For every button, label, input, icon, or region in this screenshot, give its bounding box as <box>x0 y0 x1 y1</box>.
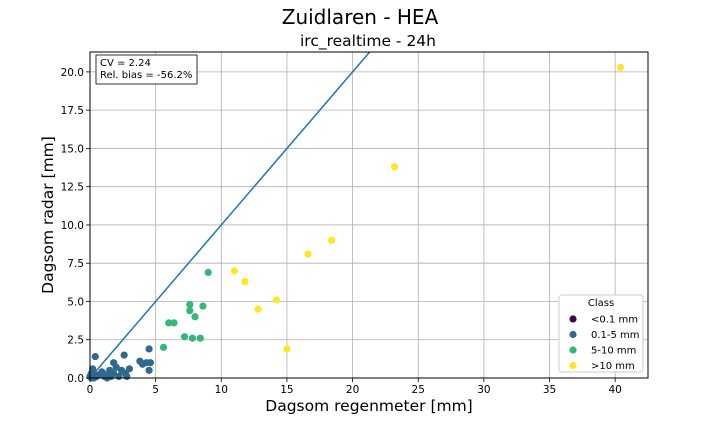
legend-marker <box>569 315 577 323</box>
data-point <box>304 250 312 258</box>
data-point <box>254 305 262 313</box>
data-point <box>180 333 189 341</box>
data-point <box>186 307 194 315</box>
legend-title: Class <box>588 298 614 309</box>
data-point <box>196 334 204 342</box>
bias-text: Rel. bias = -56.2% <box>100 70 192 81</box>
y-tick-label: 10.0 <box>61 220 84 232</box>
data-point <box>272 296 281 304</box>
data-point <box>327 236 336 244</box>
data-point <box>165 319 173 327</box>
x-tick-label: 15 <box>280 384 293 396</box>
legend: Class <0.1 mm 0.1-5 mm 5-10 mm >10 mm <box>558 294 644 373</box>
y-axis-label: Dagsom radar [mm] <box>39 136 57 294</box>
legend-label: <0.1 mm <box>591 315 638 326</box>
x-axis-label: Dagsom regenmeter [mm] <box>265 397 472 415</box>
chart-title: Zuidlaren - HEA <box>282 5 439 29</box>
x-tick-label: 30 <box>477 384 490 396</box>
x-tick-label: 5 <box>152 384 159 396</box>
data-point <box>145 366 153 374</box>
data-point <box>199 302 207 310</box>
cv-text: CV = 2.24 <box>100 58 151 69</box>
chart-subtitle: irc_realtime - 24h <box>300 32 436 51</box>
axis-ticks: 0 5 10 15 20 25 30 35 40 0.0 2.5 5.0 7.5 10.0 12.5 15.0… <box>61 67 622 396</box>
stats-box: CV = 2.24 Rel. bias = -56.2% <box>95 54 198 85</box>
data-point <box>123 372 131 381</box>
data-point <box>89 365 97 373</box>
y-tick-label: 7.5 <box>67 258 84 270</box>
data-point <box>120 351 128 359</box>
data-point <box>170 319 178 327</box>
plot-frame <box>89 51 649 379</box>
data-point <box>110 369 118 378</box>
data-point <box>91 352 99 361</box>
data-point <box>186 300 194 309</box>
y-tick-label: 0.0 <box>67 373 84 385</box>
reference-line <box>89 51 371 379</box>
y-tick-label: 12.5 <box>61 182 84 194</box>
y-tick-label: 2.5 <box>67 335 84 347</box>
data-point <box>391 163 399 171</box>
one-to-one-line <box>89 51 371 379</box>
y-tick-label: 15.0 <box>61 143 84 155</box>
data-point <box>188 334 197 342</box>
data-point <box>283 345 291 353</box>
data-point <box>204 268 212 276</box>
legend-label: 5-10 mm <box>591 346 636 357</box>
legend-label: >10 mm <box>591 361 635 372</box>
legend-label: 0.1-5 mm <box>591 330 640 341</box>
legend-marker <box>569 346 577 354</box>
x-tick-label: 40 <box>608 384 621 396</box>
data-point <box>125 365 133 373</box>
data-point <box>230 267 239 275</box>
y-tick-label: 17.5 <box>61 105 84 117</box>
data-point <box>112 363 120 371</box>
x-tick-label: 35 <box>543 384 556 396</box>
x-tick-label: 25 <box>412 384 425 396</box>
legend-marker <box>569 330 577 339</box>
x-tick-label: 20 <box>346 384 359 396</box>
data-point <box>115 372 123 381</box>
data-point <box>191 313 199 321</box>
x-tick-label: 0 <box>87 384 94 396</box>
legend-marker <box>569 361 577 370</box>
data-point <box>146 359 154 367</box>
data-point <box>241 277 249 286</box>
data-point <box>159 343 168 351</box>
y-tick-label: 5.0 <box>67 296 84 308</box>
data-point <box>616 63 625 71</box>
x-tick-label: 10 <box>215 384 228 396</box>
y-tick-label: 20.0 <box>61 67 84 79</box>
data-point <box>145 345 153 353</box>
data-points <box>86 63 625 382</box>
